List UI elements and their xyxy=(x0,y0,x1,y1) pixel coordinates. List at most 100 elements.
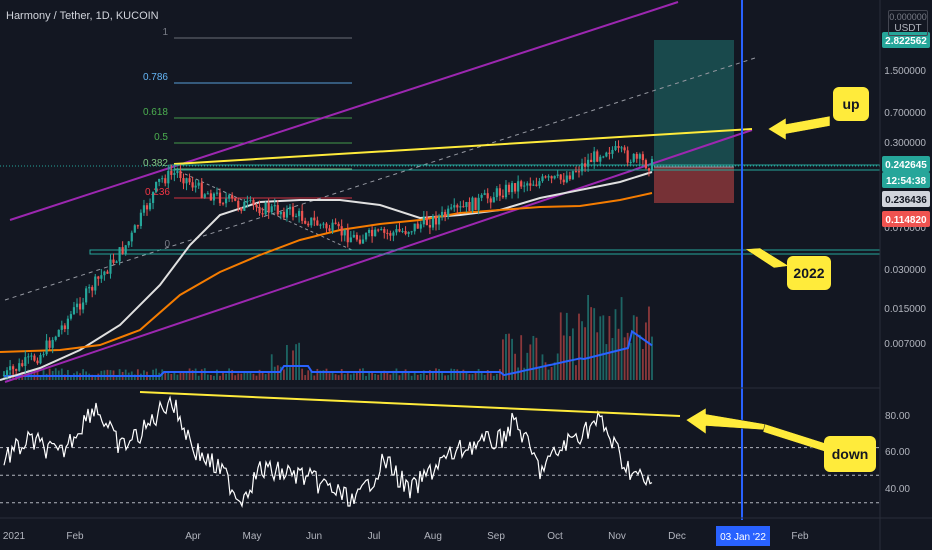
volume-bar xyxy=(106,369,109,380)
volume-bar xyxy=(136,369,139,380)
candle-body xyxy=(425,216,428,225)
volume-bar xyxy=(359,368,361,380)
candle-body xyxy=(45,340,48,355)
position-tool[interactable] xyxy=(654,40,734,203)
volume-bar xyxy=(346,373,349,380)
candle-body xyxy=(629,161,632,163)
candle-body xyxy=(599,156,602,162)
candle-body xyxy=(130,232,133,242)
candle-body xyxy=(513,183,517,192)
volume-bar xyxy=(377,374,380,380)
volume-bar xyxy=(568,336,571,380)
price-tick-label: 0.015000 xyxy=(884,304,926,315)
volume-bar xyxy=(450,368,453,380)
volume-bar xyxy=(602,315,605,380)
volume-bar xyxy=(593,308,596,380)
candle-body xyxy=(520,181,523,187)
volume-bar xyxy=(270,354,273,380)
price-tick-label: 0.030000 xyxy=(884,265,926,276)
volume-bar xyxy=(498,369,501,380)
candle-body xyxy=(471,197,474,211)
volume-bar xyxy=(334,374,337,380)
volume-bar xyxy=(447,375,450,380)
candle-body xyxy=(276,205,279,215)
currency-selector[interactable]: 0.000000 USDT xyxy=(888,10,928,36)
volume-bar xyxy=(313,375,316,380)
volume-bar xyxy=(149,375,151,380)
candle-body xyxy=(255,204,258,208)
volume-bar xyxy=(63,374,66,380)
volume-bar xyxy=(492,375,495,380)
volume-bar xyxy=(614,309,617,380)
volume-bar xyxy=(39,375,42,380)
volume-bar xyxy=(152,369,154,380)
candle-body xyxy=(179,171,182,179)
candle-body xyxy=(145,205,149,210)
candle-body xyxy=(18,363,21,371)
candle-body xyxy=(100,275,103,279)
callout-2022: 2022 xyxy=(787,256,831,290)
volume-bar xyxy=(438,368,440,380)
candle-body xyxy=(635,153,638,159)
candle-body xyxy=(392,232,395,236)
candle-body xyxy=(526,183,529,186)
candle-body xyxy=(352,234,355,238)
candle-body xyxy=(197,182,200,186)
candle-body xyxy=(118,247,121,262)
price-tick-label: 0.007000 xyxy=(884,339,926,350)
candle-body xyxy=(36,360,39,364)
candle-body xyxy=(243,201,246,211)
time-axis-label: Jun xyxy=(306,531,322,542)
volume-bar xyxy=(343,374,346,380)
volume-bar xyxy=(477,368,480,380)
volume-bar xyxy=(462,369,465,380)
volume-bar xyxy=(206,374,209,380)
drawing-lines[interactable] xyxy=(0,0,881,520)
candle-body xyxy=(304,220,307,224)
candle-body xyxy=(285,209,289,218)
candle-body xyxy=(121,247,124,254)
candle-body xyxy=(81,302,85,310)
volume-bar xyxy=(279,366,282,380)
candle-body xyxy=(395,229,398,233)
time-axis-label: Apr xyxy=(185,531,201,542)
volume-bar xyxy=(331,371,334,380)
candle-body xyxy=(401,231,404,233)
candle-body xyxy=(568,175,571,180)
callout-down: down xyxy=(824,436,876,472)
candle-body xyxy=(155,181,158,192)
candle-body xyxy=(349,237,352,243)
candle-body xyxy=(2,374,6,376)
candle-body xyxy=(650,158,654,171)
candle-body xyxy=(21,363,24,366)
candle-body xyxy=(583,163,587,167)
candle-body xyxy=(377,229,380,231)
volume-bar xyxy=(188,368,191,380)
candle-body xyxy=(544,176,547,178)
candle-body xyxy=(88,287,91,289)
volume-bar xyxy=(185,372,188,380)
volume-bar xyxy=(301,368,304,380)
candle-body xyxy=(170,171,173,175)
candle-body xyxy=(148,202,152,210)
candle-body xyxy=(224,198,228,204)
candle-body xyxy=(562,179,565,183)
candle-body xyxy=(422,216,425,225)
candle-body xyxy=(109,259,112,274)
candle-body xyxy=(486,193,489,199)
candle-body xyxy=(313,217,316,221)
volume-bar xyxy=(523,367,526,380)
volume-bar xyxy=(304,375,307,380)
candle-body xyxy=(523,185,526,187)
rsi-pane xyxy=(0,391,880,508)
candle-body xyxy=(501,195,505,198)
time-axis-label: Dec xyxy=(668,531,686,542)
candle-body xyxy=(364,232,368,240)
volume-bar xyxy=(584,327,586,380)
time-axis-label: May xyxy=(243,531,262,542)
volume-bar xyxy=(310,370,313,380)
volume-bar xyxy=(203,368,206,380)
candle-body xyxy=(507,184,511,193)
volume-bar xyxy=(422,370,425,380)
